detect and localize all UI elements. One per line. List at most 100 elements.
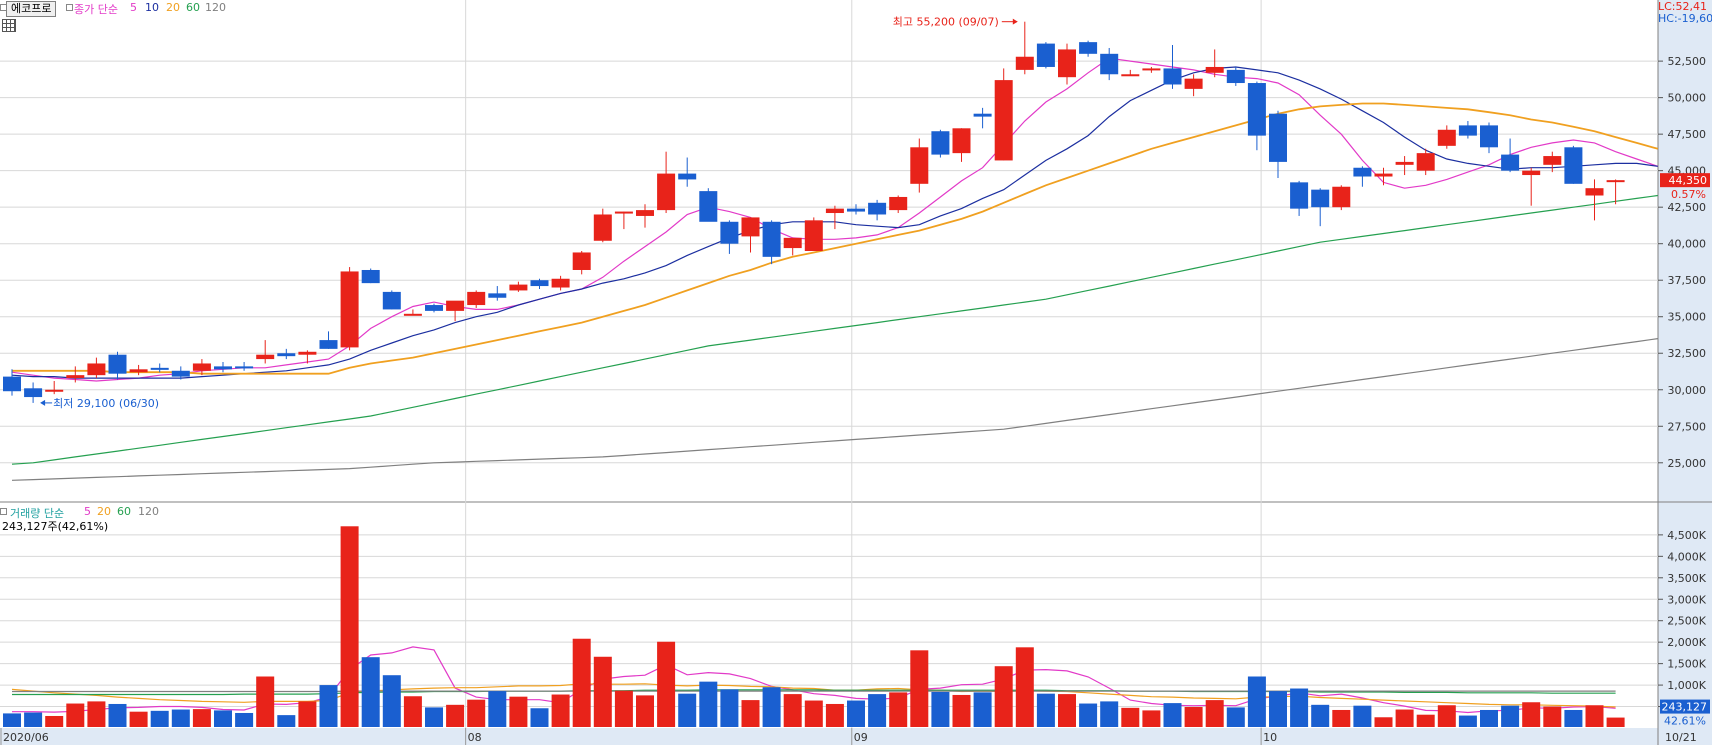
candle (1395, 156, 1414, 176)
current-price-value: 44,350 (1669, 174, 1708, 187)
candle (1058, 43, 1076, 85)
candle (235, 362, 254, 371)
candle (1036, 42, 1055, 69)
candle-body (1226, 69, 1245, 84)
volume-gridlines (0, 534, 1658, 708)
volume-bar (256, 676, 275, 727)
candle-body (1543, 156, 1562, 165)
volume-bar (1121, 707, 1140, 727)
current-volume-pct: 42.61% (1664, 715, 1706, 728)
candle-body (572, 252, 591, 270)
candle (1015, 21, 1034, 75)
candle (1142, 66, 1161, 73)
candle (488, 286, 507, 301)
candle-body (614, 211, 633, 214)
high-arrow-head (1012, 18, 1018, 25)
price-tick-label: 25,000 (1668, 457, 1707, 470)
candle-body (1564, 147, 1583, 184)
candle (171, 366, 190, 380)
candle-body (952, 128, 971, 154)
volume-bar (910, 650, 929, 727)
candle (403, 309, 422, 316)
volume-ma-line-20 (11, 683, 1616, 708)
volume-bar (403, 696, 422, 727)
candle-body (1501, 154, 1520, 171)
volume-bar (1332, 709, 1351, 727)
price-tick-label: 32,500 (1668, 347, 1707, 360)
volume-bar (446, 704, 465, 727)
vol-ma60-label: 60 (117, 505, 131, 518)
price-tick-label: 35,000 (1668, 311, 1707, 324)
ma5-label: 5 (130, 1, 137, 14)
candle-body (235, 366, 254, 369)
candle-body (931, 131, 950, 155)
x-tick-labels: 2020/06 08 09 10 10/21 (0, 728, 1697, 745)
candle (593, 208, 612, 243)
volume-bar (804, 700, 823, 727)
candle-body (1395, 161, 1414, 165)
candle (1480, 122, 1498, 154)
volume-bar (1184, 706, 1203, 727)
candle-body (1058, 49, 1076, 78)
lc-label: LC:52,41 (1658, 0, 1708, 13)
candle-body (1585, 188, 1604, 196)
volume-bar (45, 715, 64, 727)
candle (1121, 69, 1140, 77)
candlesticks (3, 21, 1625, 403)
candle-body (150, 367, 169, 370)
candle-body (825, 208, 844, 214)
candle (1543, 151, 1562, 173)
volume-bar (1226, 707, 1245, 727)
candle (1564, 145, 1583, 184)
candle-body (1353, 167, 1372, 177)
price-ma-line-120 (11, 338, 1658, 481)
volume-bar (1480, 709, 1498, 727)
candle (1100, 47, 1119, 81)
volume-bar (825, 703, 844, 727)
price-ma-line-60 (11, 194, 1658, 465)
time-tick-label: 10 (1263, 731, 1277, 744)
price-ma-line-20 (12, 102, 1659, 375)
candle-body (847, 208, 865, 212)
candle-body (66, 375, 85, 379)
candle (1311, 188, 1330, 227)
price-tick-label: 40,000 (1668, 238, 1707, 251)
candle-body (1100, 53, 1119, 75)
candle (298, 350, 317, 364)
volume-bar (1437, 705, 1456, 727)
volume-bar (699, 681, 718, 727)
volume-bar (952, 694, 971, 727)
candle-body (256, 354, 275, 360)
ma-toggle-icon[interactable] (66, 4, 73, 11)
candle (1353, 166, 1372, 187)
volume-bar (425, 707, 443, 727)
candle (1416, 148, 1435, 176)
candle-body (403, 313, 422, 316)
vol-ma20-label: 20 (97, 505, 111, 518)
candle (847, 204, 865, 215)
candle-body (87, 363, 106, 376)
volume-ma-line-5 (12, 646, 1616, 714)
candle (699, 188, 718, 222)
volume-bar (783, 694, 802, 727)
volume-bar (298, 701, 317, 727)
candle-body (425, 305, 443, 311)
volume-bar (1142, 710, 1161, 727)
candle-body (108, 354, 127, 374)
volume-bar (1205, 700, 1224, 727)
candle (45, 380, 64, 395)
time-tick-label: 10/21 (1665, 731, 1697, 744)
high-price-annotation: 최고 55,200 (09/07) (893, 16, 999, 29)
grid-settings-icon[interactable] (2, 19, 16, 32)
candle (1522, 167, 1541, 206)
candle (3, 369, 21, 396)
candle-body (636, 210, 654, 216)
candle-body (467, 291, 486, 306)
vol-ma5-label: 5 (84, 505, 91, 518)
candle-body (1015, 56, 1034, 70)
volume-tick-label: 2,000K (1667, 636, 1706, 649)
candle-body (446, 300, 465, 311)
candle (572, 251, 591, 275)
volume-tick-label: 2,500K (1667, 615, 1706, 628)
stock-name-button[interactable]: 에코프로 (6, 1, 57, 17)
